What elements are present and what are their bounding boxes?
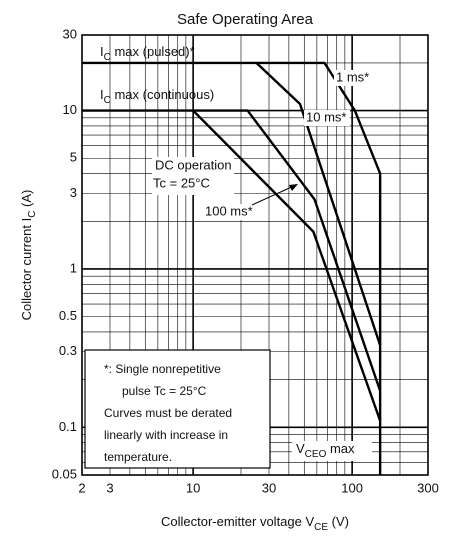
x-tick-label: 3	[106, 480, 113, 495]
x-tick-label: 30	[262, 480, 276, 495]
pulsed-label-part: I	[100, 44, 104, 59]
pulsed-label: IC max (pulsed)*	[100, 44, 195, 62]
x-tick-label: 10	[186, 480, 200, 495]
x-tick-label: 2	[78, 480, 85, 495]
vceo-label: VCEO max	[296, 441, 355, 459]
series-label: 100 ms*	[205, 203, 253, 218]
y-tick-label: 3	[70, 185, 77, 200]
pulsed-label-part: max (pulsed)*	[111, 44, 195, 59]
arrow	[251, 184, 297, 206]
continuous-label-part: I	[100, 87, 104, 102]
label-bg	[304, 110, 350, 126]
series-label: DC operation	[155, 157, 232, 172]
curve	[82, 109, 382, 392]
x-tick-label: 100	[341, 480, 363, 495]
y-tick-label: 0.1	[59, 419, 77, 434]
y-tick-label: 30	[63, 26, 77, 41]
note-text: temperature.	[104, 450, 172, 464]
x-axis-title: Collector-emitter voltage VCE (V)	[161, 514, 349, 532]
continuous-label-part: C	[104, 95, 111, 106]
arrow-head	[289, 184, 298, 191]
note-box	[84, 349, 271, 469]
y-tick-label: 0.5	[59, 308, 77, 323]
pulsed-label-part: C	[104, 52, 111, 63]
curve	[255, 62, 382, 346]
curve	[192, 109, 382, 422]
chart-title: Safe Operating Area	[177, 11, 314, 28]
vceo-bg	[292, 441, 372, 461]
continuous-label-part: max (continuous)	[111, 87, 214, 102]
note-text: *: Single nonrepetitive	[104, 362, 221, 376]
y-axis-title: Collector current IC (A)	[19, 190, 37, 321]
continuous-label: IC max (continuous)	[100, 87, 214, 105]
series-label: 1 ms*	[336, 69, 369, 84]
label-bg	[152, 157, 234, 195]
note-text: linearly with increase in	[104, 428, 228, 442]
series-label: 10 ms*	[306, 109, 346, 124]
plot-frame	[81, 34, 429, 476]
y-tick-label: 0.05	[52, 466, 77, 481]
vceo-label-part: max	[326, 441, 355, 456]
curve	[82, 61, 382, 475]
note-text: Curves must be derated	[104, 406, 232, 420]
vceo-label-part: V	[296, 441, 305, 456]
y-tick-label: 1	[70, 260, 77, 275]
vceo-label-part: CEO	[305, 449, 327, 460]
y-tick-label: 10	[63, 102, 77, 117]
x-tick-label: 300	[417, 480, 439, 495]
label-bg	[203, 204, 249, 220]
y-tick-label: 5	[70, 150, 77, 165]
y-tick-label: 0.3	[59, 343, 77, 358]
note-text: pulse Tc = 25°C	[122, 384, 207, 398]
label-bg	[334, 70, 380, 86]
annotation: Tc = 25°C	[153, 175, 210, 190]
